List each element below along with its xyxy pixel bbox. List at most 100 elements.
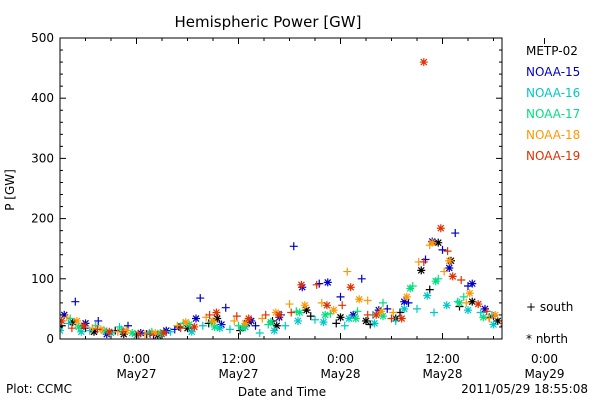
point-noaa-19-north (245, 315, 253, 323)
point-noaa-15-south (562, 288, 570, 296)
point-noaa-16-south (430, 309, 438, 317)
point-noaa-15-south (222, 304, 230, 312)
point-noaa-19-south (53, 322, 61, 330)
point-noaa-19-south (457, 276, 465, 284)
point-noaa-16-south (502, 319, 510, 327)
chart-title: Hemispheric Power [GW] (175, 13, 362, 31)
point-noaa-15-north (507, 316, 515, 324)
point-noaa-19-north (105, 328, 113, 336)
point-noaa-19-south (593, 306, 600, 314)
point-noaa-19-south (287, 309, 295, 317)
point-noaa-18-north (330, 306, 338, 314)
point-noaa-17-north (267, 318, 275, 326)
point-noaa-18-south (343, 268, 351, 276)
point-noaa-15-south (71, 298, 79, 306)
point-noaa-19-north (372, 311, 380, 319)
point-noaa-18-north (301, 301, 309, 309)
point-noaa-19-north (160, 329, 168, 337)
point-noaa-16-north (270, 327, 278, 335)
point-noaa-16-south (341, 322, 349, 330)
x-axis-label: Date and Time (238, 385, 326, 399)
point-noaa-18-north (51, 316, 59, 324)
point-metp-02-north (583, 319, 591, 327)
point-metp-02-south (511, 318, 519, 326)
point-noaa-15-south (337, 293, 345, 301)
point-noaa-17-north (432, 277, 440, 285)
point-metp-02-south (545, 322, 553, 330)
point-noaa-16-north (579, 319, 587, 327)
legend-item-noaa-18: NOAA-18 (526, 128, 580, 142)
point-noaa-18-south (258, 315, 266, 323)
y-tick-label: 200 (31, 212, 54, 226)
point-noaa-17-south (48, 313, 56, 321)
point-noaa-18-north (522, 322, 530, 330)
point-noaa-15-south (52, 296, 60, 304)
marker-legend-south: + south (526, 300, 573, 314)
point-noaa-18-north (403, 293, 411, 301)
legend: METP-02NOAA-15NOAA-16NOAA-17NOAA-18NOAA-… (526, 44, 580, 163)
point-noaa-15-south (587, 299, 595, 307)
point-noaa-19-north (556, 322, 564, 330)
y-axis-label: P [GW] (3, 169, 17, 211)
point-metp-02-south (332, 319, 340, 327)
point-noaa-15-north (468, 280, 476, 288)
point-noaa-15-south (439, 246, 447, 254)
point-noaa-17-north (321, 311, 329, 319)
point-noaa-15-south (290, 242, 298, 250)
point-noaa-19-south (508, 317, 516, 325)
point-noaa-18-north (73, 317, 81, 325)
point-noaa-18-south (286, 300, 294, 308)
point-noaa-19-north (398, 315, 406, 323)
point-noaa-19-south (364, 311, 372, 319)
point-noaa-19-north (190, 323, 198, 331)
point-noaa-16-north (464, 306, 472, 314)
point-noaa-18-north (491, 311, 499, 319)
point-noaa-17-north (211, 323, 219, 331)
point-noaa-18-north (182, 318, 190, 326)
point-noaa-19-north (420, 58, 428, 66)
y-tick-label: 0 (46, 332, 54, 346)
y-axis: 0100200300400500 (31, 31, 502, 346)
point-metp-02-north (362, 317, 370, 325)
point-noaa-16-south (256, 329, 264, 337)
point-noaa-19-south (262, 311, 270, 319)
point-noaa-15-north (192, 315, 200, 323)
point-noaa-17-north (352, 315, 360, 323)
legend-item-noaa-17: NOAA-17 (526, 107, 580, 121)
point-noaa-17-north (479, 313, 487, 321)
legend-item-noaa-19: NOAA-19 (526, 149, 580, 163)
footer-source: Plot: CCMC (6, 382, 72, 396)
point-noaa-19-south (338, 301, 346, 309)
point-noaa-18-north (466, 289, 474, 297)
point-noaa-19-north (134, 330, 142, 338)
point-noaa-19-north (585, 313, 593, 321)
point-noaa-16-north (490, 321, 498, 329)
point-noaa-18-south (440, 268, 448, 276)
point-noaa-16-south (583, 319, 591, 327)
point-noaa-19-north (347, 283, 355, 291)
point-metp-02-north (337, 313, 345, 321)
x-tick-date: May28 (320, 367, 360, 381)
point-noaa-17-north (296, 309, 304, 317)
point-noaa-18-north (445, 257, 453, 265)
point-noaa-16-north (443, 301, 451, 309)
x-tick-time: 12:00 (425, 352, 460, 366)
point-noaa-18-north (581, 317, 589, 325)
point-noaa-19-north (275, 311, 283, 319)
point-noaa-17-north (568, 318, 576, 326)
point-noaa-18-north (377, 307, 385, 315)
point-noaa-18-north (551, 318, 559, 326)
point-noaa-18-north (151, 329, 159, 337)
point-noaa-16-north (294, 317, 302, 325)
marker-legend: + south * north (526, 300, 573, 346)
y-tick-label: 100 (31, 272, 54, 286)
point-noaa-16-north (320, 318, 328, 326)
point-noaa-16-south (413, 305, 421, 313)
point-noaa-19-north (437, 224, 445, 232)
point-noaa-18-south (573, 312, 581, 320)
x-tick-time: 0:00 (327, 352, 354, 366)
point-noaa-16-south (49, 324, 57, 332)
point-noaa-15-south (196, 294, 204, 302)
x-tick-time: 12:00 (221, 352, 256, 366)
